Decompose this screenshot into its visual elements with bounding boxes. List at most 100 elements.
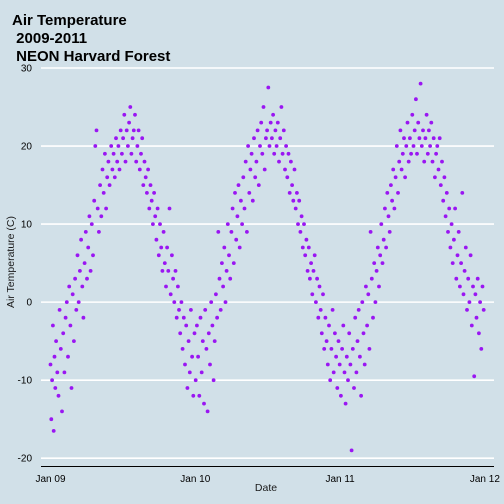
data-point [142,159,147,164]
y-tick-label: 10 [21,220,33,231]
data-point [241,175,246,180]
data-point [443,214,448,219]
x-tick-label: Jan 12 [470,474,500,485]
data-point [286,151,291,156]
data-point [202,401,206,406]
data-point [340,347,344,351]
data-point [327,323,331,328]
data-point [380,261,385,265]
data-point [387,230,392,234]
data-point [341,323,346,328]
data-point [442,175,447,180]
data-point [225,222,230,227]
data-point [57,308,62,312]
data-point [168,292,173,297]
data-point [299,214,304,219]
data-point [416,120,421,125]
data-point [347,331,352,336]
data-point [460,191,465,195]
data-point [174,315,179,320]
data-point [430,159,435,164]
data-point [408,136,412,141]
data-point [444,191,449,195]
data-point [176,284,180,289]
data-point [389,183,393,188]
data-point [233,191,237,195]
data-point [315,276,319,281]
y-tick-label: -20 [18,454,33,465]
data-point [462,269,467,273]
data-point [75,253,80,258]
data-point [253,175,258,180]
data-point [58,347,63,351]
data-point [423,136,428,141]
data-point [346,378,350,383]
data-point [212,339,217,343]
data-point [74,308,79,312]
data-point [272,151,277,156]
data-point [243,159,248,164]
data-point [296,222,300,227]
data-point [325,362,330,367]
data-point [50,378,54,383]
data-point [418,81,423,86]
data-point [262,167,267,172]
data-point [284,144,288,148]
data-point [156,253,161,258]
data-point [306,245,311,250]
data-point [415,151,419,156]
data-point [155,206,160,211]
data-point [453,206,457,211]
data-point [458,284,462,289]
data-point [461,292,466,297]
data-point [236,183,241,188]
data-point [421,128,425,133]
data-point [181,315,186,320]
data-point [240,222,245,227]
data-point [398,128,403,133]
y-axis-title: Air Temperature (C) [5,216,17,308]
data-point [474,315,479,320]
data-point [135,144,140,148]
data-point [164,284,168,289]
data-point [63,315,68,320]
data-point [403,175,407,180]
data-point [297,198,302,203]
data-point [133,112,137,117]
data-point [402,136,406,141]
data-point [422,159,427,164]
data-point [185,386,190,390]
data-point [129,151,134,156]
data-point [49,417,54,422]
data-point [433,175,437,180]
data-point [258,144,262,148]
data-point [242,206,247,211]
data-point [268,120,273,125]
data-point [153,214,158,219]
data-point [283,167,287,172]
data-point [66,354,70,359]
data-point [48,362,53,367]
data-point [270,136,274,141]
data-point [328,378,333,383]
data-point [266,85,271,90]
data-point [217,276,222,281]
data-point [293,206,298,211]
data-point [95,206,100,211]
data-point [366,292,371,297]
data-point [167,206,172,211]
data-point [290,183,294,188]
data-point [252,136,256,141]
data-point [353,315,358,320]
data-point [203,308,208,312]
data-point [350,347,355,351]
data-point [314,300,318,304]
data-point [86,245,91,250]
data-point [385,191,390,195]
data-point [264,136,268,141]
data-point [359,393,363,398]
data-point [100,167,105,172]
data-point [309,261,313,265]
chart-title-line-3: NEON Harvard Forest [12,48,170,65]
